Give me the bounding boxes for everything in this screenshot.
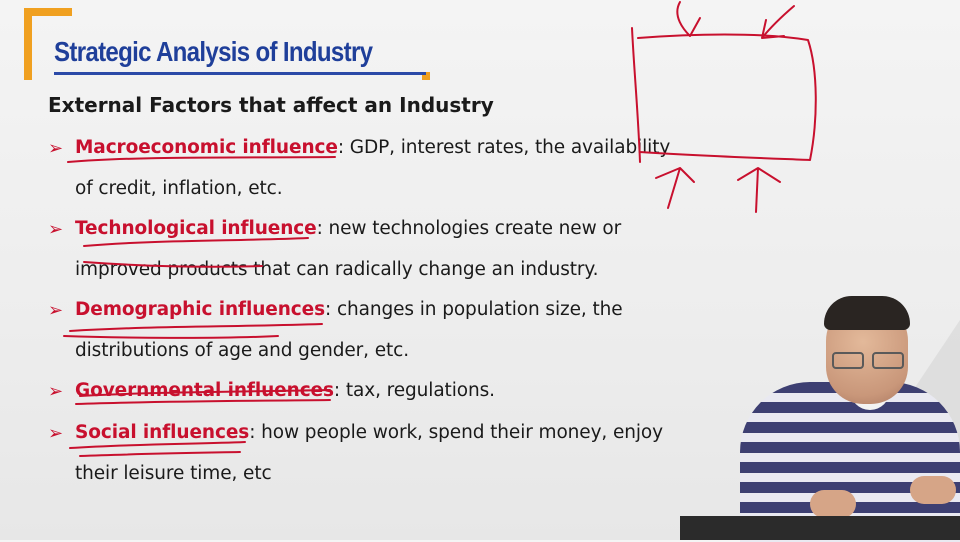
- list-item-continuation: their leisure time, etc: [75, 463, 272, 484]
- presenter-hair: [824, 296, 910, 330]
- item-text: : new technologies create new or: [316, 218, 622, 239]
- bullet-arrow-icon: ➢: [48, 381, 64, 402]
- list-item-continuation: distributions of age and gender, etc.: [75, 340, 410, 361]
- slide-title: Strategic Analysis of Industry: [54, 36, 373, 67]
- list-item-continuation: improved products that can radically cha…: [75, 259, 599, 280]
- diagram-arrow-top-right: [761, 5, 795, 39]
- bullet-arrow-icon: ➢: [48, 300, 64, 321]
- diagram-arrow-top-left: [676, 1, 701, 37]
- title-bracket-end-decoration: [422, 72, 430, 80]
- title-underline: [54, 72, 426, 75]
- presenter-desk: [680, 516, 960, 540]
- keyword-social: Social influences: [75, 422, 250, 443]
- keyword-demographic: Demographic influences: [75, 299, 326, 320]
- item-text: : changes in population size, the: [325, 299, 623, 320]
- diagram-arrow-bottom-right: [737, 167, 781, 213]
- presenter-video: [680, 290, 960, 542]
- item-text: : GDP, interest rates, the availability: [337, 137, 671, 158]
- bullet-arrow-icon: ➢: [48, 138, 64, 159]
- glasses-icon: [832, 352, 904, 369]
- title-bracket-decoration: [24, 8, 72, 80]
- item-text: : how people work, spend their money, en…: [249, 422, 663, 443]
- underline-social-2: [79, 451, 241, 457]
- presenter-hand-right: [910, 476, 956, 504]
- item-text: : tax, regulations.: [333, 380, 495, 401]
- list-item-continuation: of credit, inflation, etc.: [75, 178, 283, 199]
- presenter-hand-left: [810, 490, 856, 518]
- bullet-arrow-icon: ➢: [48, 423, 64, 444]
- list-item-macroeconomic: Macroeconomic influence: GDP, interest r…: [75, 137, 670, 158]
- slide-subtitle: External Factors that affect an Industry: [48, 93, 494, 117]
- keyword-macroeconomic: Macroeconomic influence: [75, 137, 338, 158]
- list-item-social: Social influences: how people work, spen…: [75, 422, 663, 443]
- bullet-arrow-icon: ➢: [48, 219, 64, 240]
- underline-technological: [83, 237, 309, 247]
- underline-demographic-2: [63, 335, 279, 339]
- list-item-governmental: Governmental influences: tax, regulation…: [75, 380, 495, 401]
- underline-demographic: [69, 323, 323, 332]
- keyword-technological: Technological influence: [75, 218, 317, 239]
- keyword-governmental: Governmental influences: [75, 380, 334, 401]
- diagram-arrow-bottom-left: [655, 167, 695, 209]
- list-item-technological: Technological influence: new technologie…: [75, 218, 621, 239]
- list-item-demographic: Demographic influences: changes in popul…: [75, 299, 623, 320]
